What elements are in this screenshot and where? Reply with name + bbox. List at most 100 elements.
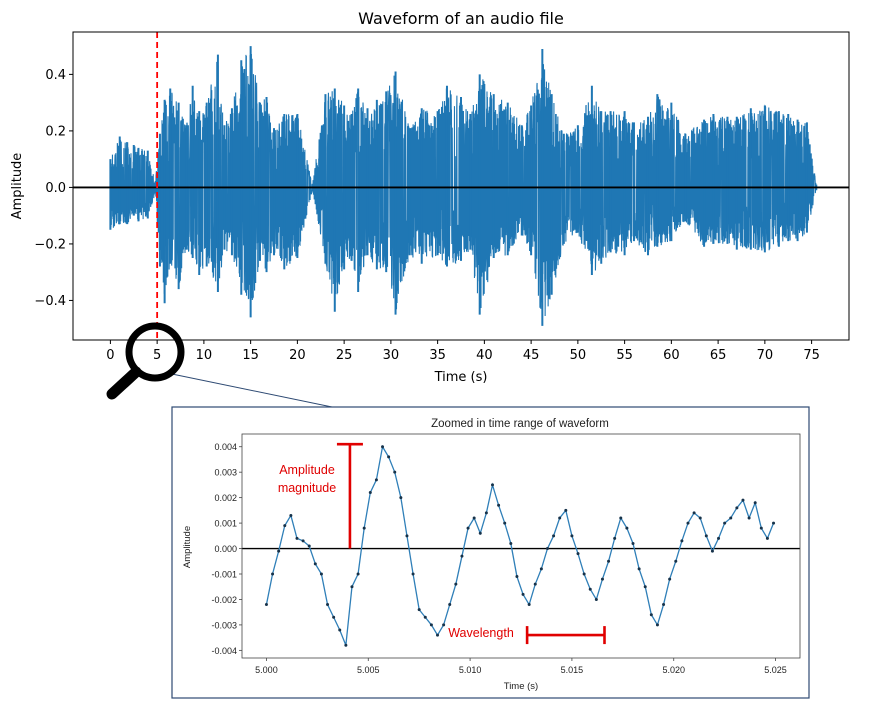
inset-y-tick-label: -0.003 (211, 620, 237, 630)
inset-x-tick-label: 5.005 (357, 665, 380, 675)
inset-sample-point (417, 608, 421, 612)
inset-sample-point (313, 562, 317, 566)
inset-sample-point (704, 534, 708, 538)
inset-sample-point (295, 536, 299, 540)
inset-sample-point (747, 516, 751, 520)
inset-sample-point (423, 615, 427, 619)
inset-sample-point (564, 508, 568, 512)
inset-y-axis-label: Amplitude (182, 526, 193, 568)
inset-sample-point (686, 521, 690, 525)
main-x-axis-ticks: 0 5 10 15 20 25 30 35 40 45 50 55 60 65 70 75 (106, 340, 820, 363)
inset-sample-point (570, 534, 574, 538)
main-y-axis-ticks: −0.4 −0.2 0.0 0.2 0.4 (34, 68, 73, 309)
inset-sample-point (356, 572, 360, 576)
inset-sample-point (735, 506, 739, 510)
zoomed-waveform-inset: Zoomed in time range of waveform -0.004-… (171, 406, 810, 699)
zoom-connector-line (171, 373, 333, 408)
inset-sample-point (692, 511, 696, 515)
inset-sample-point (326, 603, 330, 607)
inset-sample-point (637, 567, 641, 571)
inset-sample-point (723, 521, 727, 525)
inset-x-tick-label: 5.010 (459, 665, 482, 675)
y-tick-label: 0.2 (45, 124, 66, 139)
inset-sample-point (509, 541, 513, 545)
main-chart-title: Waveform of an audio file (358, 9, 564, 28)
inset-sample-point (307, 544, 311, 548)
inset-sample-point (277, 549, 281, 553)
inset-sample-point (478, 531, 482, 535)
inset-sample-point (484, 511, 488, 515)
main-plot-frame (72, 31, 850, 341)
inset-sample-point (381, 445, 385, 449)
main-waveform-chart: Waveform of an audio file −0.4 −0.2 0.0 0.2… (10, 9, 850, 385)
inset-sample-point (515, 575, 519, 579)
inset-chart-title: Zoomed in time range of waveform (431, 418, 609, 430)
inset-sample-point (405, 534, 409, 538)
inset-sample-point (741, 498, 745, 502)
y-tick-label: −0.4 (34, 294, 66, 309)
x-tick-label: 15 (242, 348, 259, 363)
inset-sample-point (497, 503, 501, 507)
inset-x-axis-ticks: 5.000 5.005 5.010 5.015 5.020 5.025 (255, 658, 787, 675)
inset-sample-point (594, 597, 598, 601)
x-tick-label: 65 (710, 348, 727, 363)
inset-sample-point (545, 547, 549, 551)
inset-sample-point (466, 526, 470, 530)
inset-sample-point (344, 643, 348, 647)
inset-sample-point (631, 541, 635, 545)
inset-sample-point (655, 623, 659, 627)
inset-sample-point (729, 516, 733, 520)
inset-sample-point (393, 470, 397, 474)
main-y-axis-label: Amplitude (10, 153, 25, 220)
x-tick-label: 75 (803, 348, 820, 363)
inset-y-tick-label: -0.001 (211, 570, 237, 580)
inset-waveform-line (265, 444, 775, 646)
magnifier-icon (106, 322, 185, 400)
inset-sample-point (576, 552, 580, 556)
main-plot-area (73, 32, 849, 340)
y-tick-label: 0.0 (45, 181, 66, 196)
inset-sample-point (289, 513, 293, 517)
inset-sample-point (759, 526, 763, 530)
inset-sample-point (662, 603, 666, 607)
inset-sample-point (753, 501, 757, 505)
inset-sample-point (613, 536, 617, 540)
x-tick-label: 70 (757, 348, 774, 363)
x-tick-label: 25 (336, 348, 353, 363)
x-tick-label: 50 (570, 348, 587, 363)
inset-sample-point (338, 628, 342, 632)
inset-sample-point (674, 559, 678, 563)
inset-sample-point (552, 534, 556, 538)
amplitude-annotation-line1: Amplitude (279, 463, 335, 477)
inset-border (171, 406, 810, 699)
inset-sample-point (600, 577, 604, 581)
inset-y-tick-label: -0.002 (211, 595, 237, 605)
inset-sample-point (539, 567, 543, 571)
inset-y-tick-label: 0.000 (214, 544, 237, 554)
amplitude-annotation-line2: magnitude (278, 481, 336, 495)
inset-sample-point (558, 516, 562, 520)
main-x-axis-label: Time (s) (434, 370, 488, 385)
x-tick-label: 10 (196, 348, 213, 363)
inset-sample-point (350, 585, 354, 589)
inset-sample-point (332, 615, 336, 619)
inset-sample-point (619, 516, 623, 520)
inset-x-tick-label: 5.015 (561, 665, 584, 675)
x-tick-label: 5 (153, 348, 161, 363)
inset-sample-point (283, 524, 287, 528)
inset-sample-point (399, 496, 403, 500)
inset-sample-point (772, 521, 776, 525)
x-tick-label: 35 (429, 348, 446, 363)
inset-sample-point (411, 572, 415, 576)
inset-sample-point (442, 623, 446, 627)
inset-sample-point (490, 483, 494, 487)
inset-sample-point (588, 587, 592, 591)
inset-y-tick-label: 0.003 (214, 468, 237, 478)
inset-sample-point (319, 572, 323, 576)
inset-sample-point (607, 559, 611, 563)
x-tick-label: 45 (523, 348, 540, 363)
inset-sample-point (264, 603, 268, 607)
x-tick-label: 60 (663, 348, 680, 363)
inset-sample-point (521, 592, 525, 596)
y-tick-label: 0.4 (45, 68, 66, 83)
